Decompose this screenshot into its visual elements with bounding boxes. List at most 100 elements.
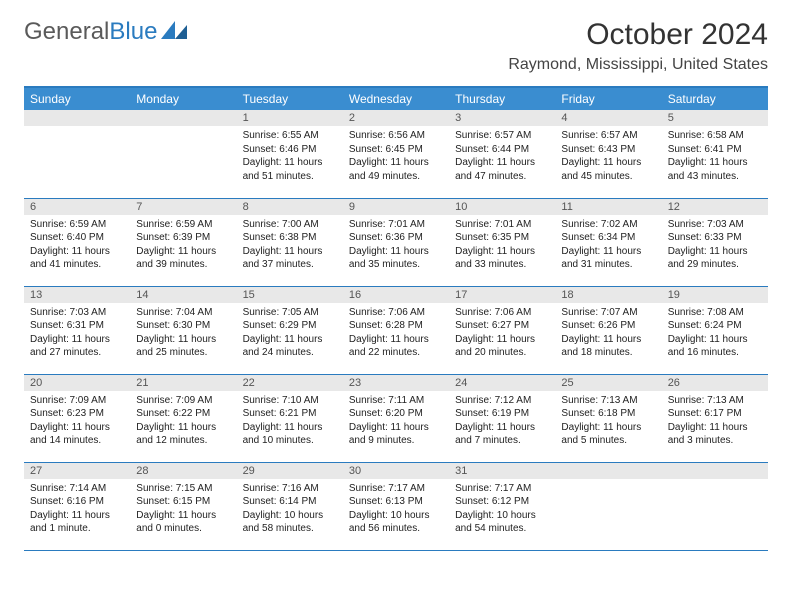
daylight-text: Daylight: 11 hours and 49 minutes. xyxy=(349,156,443,183)
day-number: 4 xyxy=(555,110,661,126)
calendar-week-row: 20Sunrise: 7:09 AMSunset: 6:23 PMDayligh… xyxy=(24,374,768,462)
calendar-cell: 26Sunrise: 7:13 AMSunset: 6:17 PMDayligh… xyxy=(662,374,768,462)
calendar-cell: 1Sunrise: 6:55 AMSunset: 6:46 PMDaylight… xyxy=(237,110,343,198)
day-number: 12 xyxy=(662,199,768,215)
calendar-cell: 30Sunrise: 7:17 AMSunset: 6:13 PMDayligh… xyxy=(343,462,449,550)
logo-text-gray: General xyxy=(24,18,109,46)
day-number: 3 xyxy=(449,110,555,126)
daylight-text: Daylight: 11 hours and 14 minutes. xyxy=(30,421,124,448)
day-number: 7 xyxy=(130,199,236,215)
day-number: 13 xyxy=(24,287,130,303)
daylight-text: Daylight: 11 hours and 25 minutes. xyxy=(136,333,230,360)
day-details: Sunrise: 6:56 AMSunset: 6:45 PMDaylight:… xyxy=(343,126,449,187)
sunset-text: Sunset: 6:21 PM xyxy=(243,407,337,421)
sunrise-text: Sunrise: 7:03 AM xyxy=(30,306,124,320)
day-number: 10 xyxy=(449,199,555,215)
day-details: Sunrise: 7:04 AMSunset: 6:30 PMDaylight:… xyxy=(130,303,236,364)
day-details: Sunrise: 7:09 AMSunset: 6:22 PMDaylight:… xyxy=(130,391,236,452)
day-details: Sunrise: 6:59 AMSunset: 6:39 PMDaylight:… xyxy=(130,215,236,276)
sunset-text: Sunset: 6:24 PM xyxy=(668,319,762,333)
sunrise-text: Sunrise: 7:16 AM xyxy=(243,482,337,496)
weekday-header: Saturday xyxy=(662,87,768,110)
daylight-text: Daylight: 11 hours and 10 minutes. xyxy=(243,421,337,448)
calendar-cell: 29Sunrise: 7:16 AMSunset: 6:14 PMDayligh… xyxy=(237,462,343,550)
sunset-text: Sunset: 6:39 PM xyxy=(136,231,230,245)
sunset-text: Sunset: 6:19 PM xyxy=(455,407,549,421)
day-details: Sunrise: 7:05 AMSunset: 6:29 PMDaylight:… xyxy=(237,303,343,364)
calendar-cell xyxy=(24,110,130,198)
day-number: 22 xyxy=(237,375,343,391)
daylight-text: Daylight: 11 hours and 9 minutes. xyxy=(349,421,443,448)
daylight-text: Daylight: 11 hours and 41 minutes. xyxy=(30,245,124,272)
day-number: 5 xyxy=(662,110,768,126)
day-number: 6 xyxy=(24,199,130,215)
sunrise-text: Sunrise: 7:13 AM xyxy=(561,394,655,408)
location-text: Raymond, Mississippi, United States xyxy=(508,56,768,74)
day-number: 25 xyxy=(555,375,661,391)
sunset-text: Sunset: 6:13 PM xyxy=(349,495,443,509)
sunset-text: Sunset: 6:12 PM xyxy=(455,495,549,509)
calendar-cell: 8Sunrise: 7:00 AMSunset: 6:38 PMDaylight… xyxy=(237,198,343,286)
day-number: 29 xyxy=(237,463,343,479)
sunset-text: Sunset: 6:27 PM xyxy=(455,319,549,333)
sunrise-text: Sunrise: 7:09 AM xyxy=(136,394,230,408)
day-details: Sunrise: 7:03 AMSunset: 6:31 PMDaylight:… xyxy=(24,303,130,364)
calendar-cell: 20Sunrise: 7:09 AMSunset: 6:23 PMDayligh… xyxy=(24,374,130,462)
day-number xyxy=(24,110,130,126)
calendar-cell: 16Sunrise: 7:06 AMSunset: 6:28 PMDayligh… xyxy=(343,286,449,374)
calendar-cell: 11Sunrise: 7:02 AMSunset: 6:34 PMDayligh… xyxy=(555,198,661,286)
daylight-text: Daylight: 10 hours and 56 minutes. xyxy=(349,509,443,536)
day-details: Sunrise: 7:10 AMSunset: 6:21 PMDaylight:… xyxy=(237,391,343,452)
daylight-text: Daylight: 11 hours and 29 minutes. xyxy=(668,245,762,272)
sunrise-text: Sunrise: 7:04 AM xyxy=(136,306,230,320)
page-header: GeneralBlue October 2024 Raymond, Missis… xyxy=(24,18,768,74)
calendar-cell: 9Sunrise: 7:01 AMSunset: 6:36 PMDaylight… xyxy=(343,198,449,286)
day-details: Sunrise: 7:00 AMSunset: 6:38 PMDaylight:… xyxy=(237,215,343,276)
day-number: 2 xyxy=(343,110,449,126)
daylight-text: Daylight: 11 hours and 0 minutes. xyxy=(136,509,230,536)
sunrise-text: Sunrise: 6:59 AM xyxy=(136,218,230,232)
sunrise-text: Sunrise: 7:06 AM xyxy=(455,306,549,320)
day-details: Sunrise: 6:57 AMSunset: 6:44 PMDaylight:… xyxy=(449,126,555,187)
sunrise-text: Sunrise: 7:15 AM xyxy=(136,482,230,496)
calendar-cell: 28Sunrise: 7:15 AMSunset: 6:15 PMDayligh… xyxy=(130,462,236,550)
sunrise-text: Sunrise: 7:08 AM xyxy=(668,306,762,320)
calendar-cell: 19Sunrise: 7:08 AMSunset: 6:24 PMDayligh… xyxy=(662,286,768,374)
day-number: 16 xyxy=(343,287,449,303)
sunrise-text: Sunrise: 7:01 AM xyxy=(349,218,443,232)
daylight-text: Daylight: 11 hours and 31 minutes. xyxy=(561,245,655,272)
day-details: Sunrise: 7:15 AMSunset: 6:15 PMDaylight:… xyxy=(130,479,236,540)
day-number: 14 xyxy=(130,287,236,303)
day-number: 1 xyxy=(237,110,343,126)
sunrise-text: Sunrise: 6:58 AM xyxy=(668,129,762,143)
calendar-cell xyxy=(662,462,768,550)
sunrise-text: Sunrise: 7:05 AM xyxy=(243,306,337,320)
weekday-header: Sunday xyxy=(24,87,130,110)
day-number xyxy=(130,110,236,126)
sunrise-text: Sunrise: 6:57 AM xyxy=(455,129,549,143)
day-details: Sunrise: 7:12 AMSunset: 6:19 PMDaylight:… xyxy=(449,391,555,452)
sunset-text: Sunset: 6:46 PM xyxy=(243,143,337,157)
sunrise-text: Sunrise: 7:14 AM xyxy=(30,482,124,496)
day-number: 28 xyxy=(130,463,236,479)
sunrise-text: Sunrise: 6:57 AM xyxy=(561,129,655,143)
daylight-text: Daylight: 11 hours and 47 minutes. xyxy=(455,156,549,183)
calendar-cell: 18Sunrise: 7:07 AMSunset: 6:26 PMDayligh… xyxy=(555,286,661,374)
daylight-text: Daylight: 11 hours and 43 minutes. xyxy=(668,156,762,183)
sunset-text: Sunset: 6:34 PM xyxy=(561,231,655,245)
logo-mark-icon xyxy=(161,18,187,46)
calendar-week-row: 1Sunrise: 6:55 AMSunset: 6:46 PMDaylight… xyxy=(24,110,768,198)
day-number: 17 xyxy=(449,287,555,303)
sunset-text: Sunset: 6:30 PM xyxy=(136,319,230,333)
sunset-text: Sunset: 6:29 PM xyxy=(243,319,337,333)
day-number xyxy=(662,463,768,479)
title-block: October 2024 Raymond, Mississippi, Unite… xyxy=(508,18,768,74)
calendar-week-row: 6Sunrise: 6:59 AMSunset: 6:40 PMDaylight… xyxy=(24,198,768,286)
calendar-head: SundayMondayTuesdayWednesdayThursdayFrid… xyxy=(24,87,768,110)
daylight-text: Daylight: 10 hours and 58 minutes. xyxy=(243,509,337,536)
calendar-week-row: 13Sunrise: 7:03 AMSunset: 6:31 PMDayligh… xyxy=(24,286,768,374)
day-details: Sunrise: 7:17 AMSunset: 6:13 PMDaylight:… xyxy=(343,479,449,540)
day-details: Sunrise: 7:06 AMSunset: 6:28 PMDaylight:… xyxy=(343,303,449,364)
calendar-cell: 31Sunrise: 7:17 AMSunset: 6:12 PMDayligh… xyxy=(449,462,555,550)
calendar-cell: 3Sunrise: 6:57 AMSunset: 6:44 PMDaylight… xyxy=(449,110,555,198)
